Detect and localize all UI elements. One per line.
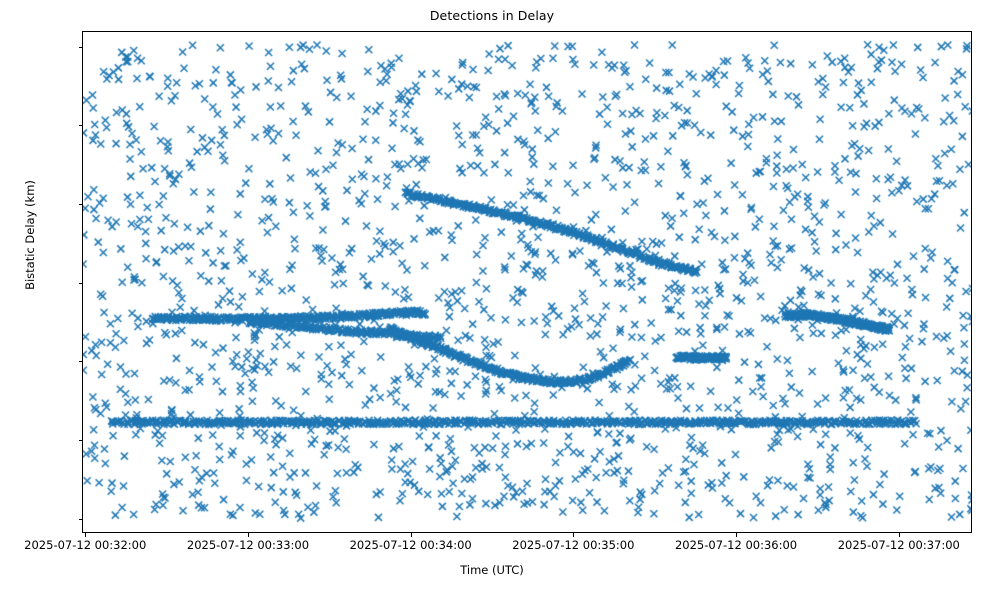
x-tick-mark: [736, 533, 738, 537]
y-tick-mark: [78, 282, 82, 284]
x-tick-mark: [898, 533, 900, 537]
y-tick-mark: [78, 125, 82, 127]
x-axis-label: Time (UTC): [460, 563, 524, 577]
y-tick-mark: [78, 361, 82, 363]
x-tick-label: 2025-07-12 00:33:00: [186, 538, 310, 552]
x-tick-mark: [85, 533, 87, 537]
x-tick-label: 2025-07-12 00:36:00: [674, 538, 798, 552]
page-title: Detections in Delay: [429, 8, 555, 23]
x-tick-mark: [573, 533, 575, 537]
y-tick-mark: [78, 440, 82, 442]
y-tick-mark: [78, 46, 82, 48]
x-tick-mark: [247, 533, 249, 537]
x-tick-label: 2025-07-12 00:34:00: [349, 538, 472, 552]
x-tick-label: 2025-07-12 00:37:00: [837, 538, 960, 552]
x-tick-label: 2025-07-12 00:35:00: [512, 538, 635, 552]
plot-area: [82, 31, 972, 533]
x-tick-label: 2025-07-12 00:32:00: [24, 538, 147, 552]
y-axis-label: Bistatic Delay (km): [23, 180, 37, 290]
y-tick-mark: [78, 204, 82, 206]
scatter-plot-canvas: [83, 32, 971, 532]
y-tick-mark: [78, 518, 82, 520]
x-tick-mark: [410, 533, 412, 537]
